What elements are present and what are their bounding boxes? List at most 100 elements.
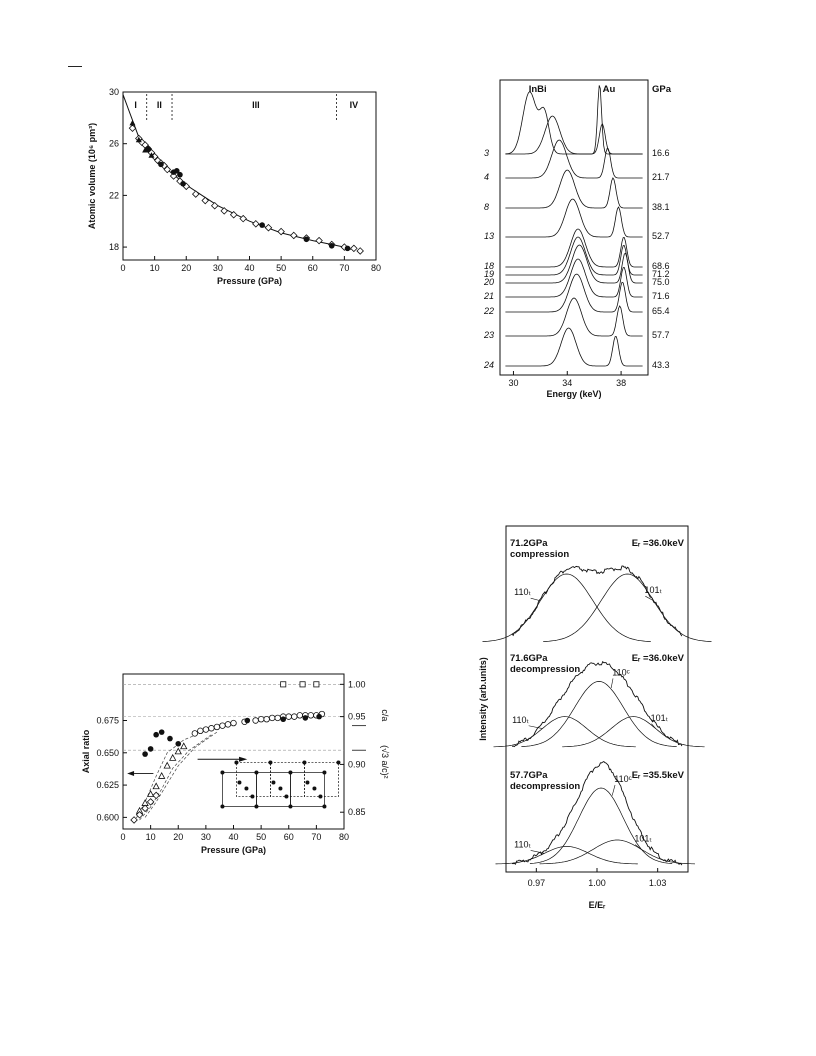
x-tick-label: 80 [339, 832, 349, 842]
data-point [307, 712, 315, 719]
x-tick-label: 34 [562, 378, 572, 388]
spectrum-index: 23 [483, 330, 494, 340]
panel-mode: compression [510, 549, 569, 560]
data-point [213, 723, 221, 731]
measured-profile [511, 660, 683, 748]
y-tick-label: 26 [109, 139, 119, 149]
x-tick-label: 40 [244, 263, 254, 273]
data-point [154, 156, 162, 165]
component-label: 110ₜ [512, 715, 529, 725]
atom [268, 760, 273, 765]
data-point [191, 190, 200, 198]
unit-cell-face [270, 762, 305, 797]
x-tick-label: 10 [150, 263, 160, 273]
label-leader [651, 723, 656, 729]
unit-cell-face [222, 772, 257, 807]
data-point [177, 171, 183, 178]
data-point [229, 211, 238, 219]
y-axis-label: Intensity (arb.units) [478, 657, 488, 741]
header-unit: GPa [652, 84, 672, 95]
data-point [152, 782, 160, 790]
data-point [158, 771, 166, 779]
header-sample: InBi [529, 84, 547, 95]
x-tick-label: 1.00 [588, 878, 606, 888]
spectrum-index: 13 [484, 231, 494, 241]
data-point [263, 716, 270, 723]
atom [220, 770, 225, 775]
data-point [153, 731, 159, 738]
spectrum-line [505, 297, 643, 337]
component-label: 101ₜ [644, 585, 662, 595]
panel-energy: Eᵣ =36.0keV [632, 653, 685, 664]
atom [312, 786, 317, 791]
data-point [344, 245, 351, 252]
data-point [201, 196, 209, 205]
component-label: 110ₜ [514, 839, 531, 849]
atom [254, 770, 259, 775]
measured-profile [512, 760, 683, 866]
atom [322, 770, 327, 775]
x-tick-label: 1.03 [649, 878, 667, 888]
top-spectrum-line [505, 85, 643, 155]
data-point [158, 729, 165, 735]
panel-energy: Eᵣ =35.5keV [632, 770, 685, 781]
atom [288, 770, 293, 775]
plot-frame [122, 91, 377, 261]
right-tick-label: 0.85 [348, 807, 366, 817]
spectrum-pressure: 71.6 [652, 291, 670, 301]
data-point [158, 161, 164, 168]
data-point [169, 753, 177, 761]
crystal-structure-inset [220, 760, 341, 809]
atom [288, 804, 293, 809]
y-tick-label: 22 [109, 190, 119, 200]
y-axis-label: Atomic volume (10⁶ pm³) [87, 123, 97, 229]
x-axis-label: Pressure (GPa) [217, 276, 282, 286]
data-point [219, 722, 226, 729]
plot-frame [505, 525, 689, 873]
x-tick-label: 30 [213, 263, 223, 273]
component-label: 110ᶜ [612, 667, 630, 677]
x-tick-label: 60 [284, 832, 294, 842]
atom [220, 804, 225, 809]
atom [322, 804, 327, 809]
component-curve [539, 839, 695, 865]
data-point [180, 742, 188, 750]
y-tick-label: 30 [109, 87, 119, 97]
data-point [180, 180, 186, 187]
y-tick-label: 18 [109, 242, 119, 252]
x-tick-label: 40 [228, 832, 238, 842]
right-tick-label: 0.95 [348, 712, 366, 722]
x-tick-label: 70 [311, 832, 321, 842]
right-ratio-label: c/a [380, 709, 390, 721]
data-point [130, 816, 138, 824]
plot-frame [122, 673, 345, 830]
component-label: 110ₜ [514, 587, 531, 597]
spectrum-pressure: 65.4 [652, 306, 670, 316]
spectrum-line [505, 139, 643, 179]
spectrum-index: 20 [483, 277, 494, 287]
measured-profile [511, 565, 683, 637]
x-tick-label: 0 [120, 832, 125, 842]
data-point [173, 168, 180, 174]
y-tick-label: 0.625 [96, 780, 119, 790]
x-tick-label: 30 [508, 378, 518, 388]
data-point [197, 727, 204, 735]
spectrum-index: 18 [484, 261, 494, 271]
spectrum-pressure: 38.1 [652, 202, 670, 212]
panel-mode: decompression [510, 781, 580, 792]
x-tick-label: 30 [201, 832, 211, 842]
data-point [268, 714, 276, 722]
phase-label: III [252, 100, 260, 110]
data-point [230, 719, 237, 727]
component-label: 101ₜ [634, 834, 652, 844]
data-point [167, 735, 173, 742]
panel-pressure: 71.2GPa [510, 538, 548, 549]
x-tick-label: 60 [308, 263, 318, 273]
y-tick-label: 0.675 [96, 716, 119, 726]
data-point [280, 716, 287, 723]
atom [336, 760, 341, 765]
guide-curve [144, 731, 218, 818]
y-tick-label: 0.600 [96, 812, 119, 822]
atom [271, 780, 276, 785]
plot-frame [499, 79, 649, 376]
